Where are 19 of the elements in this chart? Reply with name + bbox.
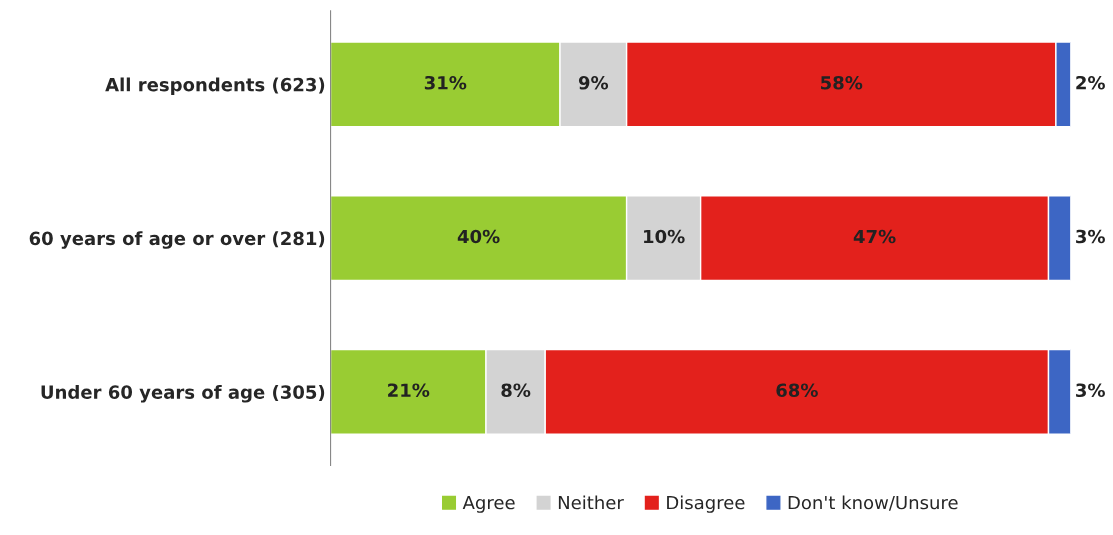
data-label: 2% [1076,75,1105,90]
legend-label: Disagree [667,495,745,513]
y-tick-label: Under 60 years of age (305) [41,384,325,403]
data-label: 3% [1076,229,1105,244]
data-label: 21% [388,383,430,398]
data-label: 8% [501,383,531,398]
data-label: 3% [1076,383,1105,398]
y-tick-label: 60 years of age or over (281) [29,231,325,249]
data-label: 68% [776,383,818,398]
legend-label: Don't know/Unsure [788,495,958,511]
data-label: 47% [853,229,896,244]
data-label: 31% [424,75,467,90]
legend-label: Neither [558,495,624,510]
data-label: 40% [457,229,500,244]
y-tick-label: All respondents (623) [105,77,325,95]
data-label: 9% [578,75,609,90]
data-label: 10% [644,229,685,244]
data-label: 58% [821,75,863,90]
legend-label: Agree [462,495,515,513]
